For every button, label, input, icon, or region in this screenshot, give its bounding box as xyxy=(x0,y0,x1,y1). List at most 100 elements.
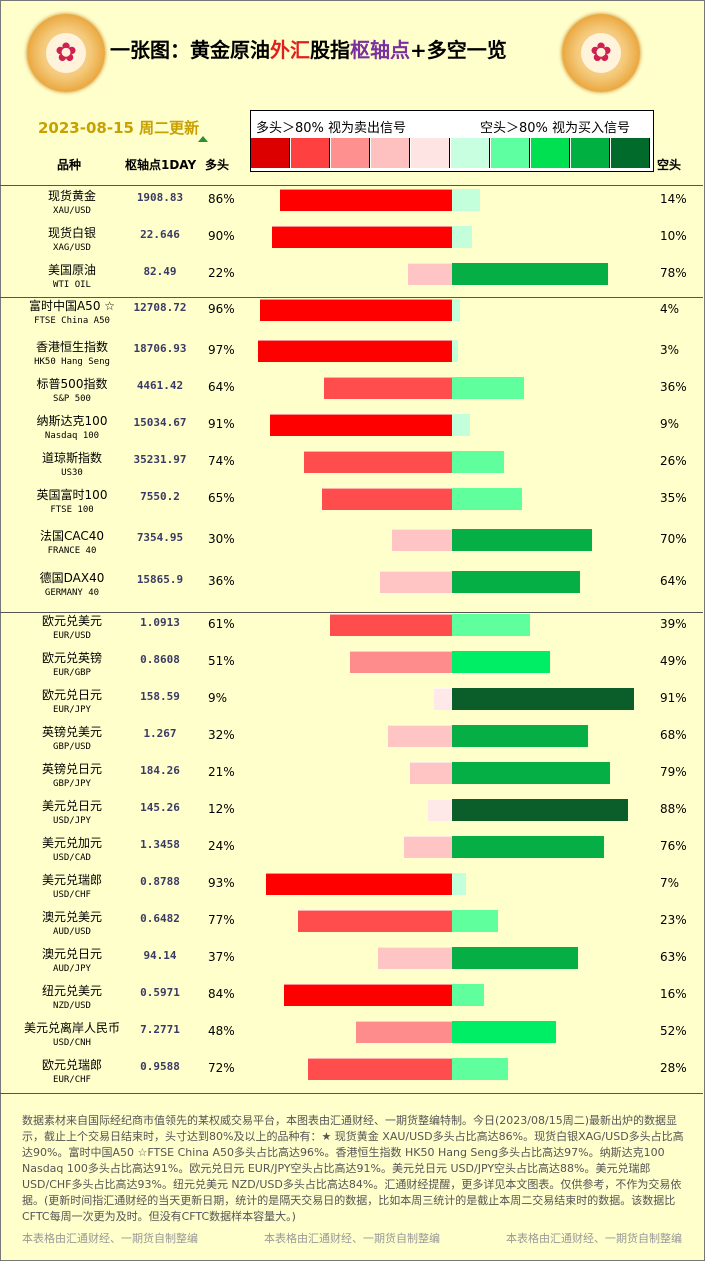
legend-swatch xyxy=(291,138,330,168)
row-name-text: 美元兑日元 xyxy=(41,799,102,813)
legend-swatch xyxy=(491,138,530,168)
separator xyxy=(0,1093,703,1094)
row-long-pct: 90% xyxy=(208,229,235,243)
legend-swatch xyxy=(411,138,450,168)
row-short-pct: 70% xyxy=(660,532,687,546)
row-long-pct: 91% xyxy=(208,417,235,431)
row-short-pct: 26% xyxy=(660,454,687,468)
row-name-text: 纳斯达克100 xyxy=(36,414,108,428)
legend-swatch xyxy=(251,138,290,168)
short-bar xyxy=(452,299,460,321)
title-part-2: 外汇 xyxy=(270,38,310,62)
row-short-pct: 91% xyxy=(660,691,687,705)
row-short-pct: 28% xyxy=(660,1061,687,1075)
row-code: US30 xyxy=(61,468,83,478)
logo-left: ✿ xyxy=(27,14,105,92)
row-short-pct: 7% xyxy=(660,876,680,890)
row-long-pct: 37% xyxy=(208,950,235,964)
separator xyxy=(0,297,703,298)
row-code: AUD/JPY xyxy=(53,964,91,974)
row-long-pct: 36% xyxy=(208,574,235,588)
row-name: 道琼斯指数 US30 xyxy=(22,451,122,481)
long-bar xyxy=(428,799,452,821)
logo-right: ✿ xyxy=(562,14,640,92)
row-long-pct: 21% xyxy=(208,765,235,779)
row-long-pct: 96% xyxy=(208,302,235,316)
short-bar xyxy=(452,529,592,551)
short-bar xyxy=(452,836,604,858)
row-code: HK50 Hang Seng xyxy=(34,357,110,367)
row-code: FTSE 100 xyxy=(50,505,94,515)
row-name-text: 美国原油 xyxy=(47,263,96,277)
short-bar xyxy=(452,873,466,895)
long-bar xyxy=(258,340,452,362)
row-pivot: 7.2771 xyxy=(140,1023,180,1036)
legend-swatch xyxy=(531,138,570,168)
short-bar xyxy=(452,263,608,285)
short-bar xyxy=(452,910,498,932)
row-name-text: 澳元兑日元 xyxy=(41,947,102,961)
row-pivot: 1.267 xyxy=(143,727,177,740)
row-code: USD/JPY xyxy=(53,816,91,826)
row-name-text: 欧元兑英镑 xyxy=(41,651,102,665)
short-bar xyxy=(452,688,634,710)
long-bar xyxy=(324,377,452,399)
row-long-pct: 84% xyxy=(208,987,235,1001)
long-bar xyxy=(322,488,452,510)
row-name: 欧元兑瑞郎 EUR/CHF xyxy=(22,1058,122,1088)
row-pivot: 184.26 xyxy=(140,764,180,777)
title-part-5: +多空一览 xyxy=(410,38,507,62)
update-date: 2023-08-15 周二更新 xyxy=(38,119,200,137)
row-code: XAG/USD xyxy=(53,243,91,253)
row-short-pct: 76% xyxy=(660,839,687,853)
row-name-text: 美元兑加元 xyxy=(41,836,102,850)
col-header-product: 品种 xyxy=(57,158,82,172)
row-name: 富时中国A50 ☆ FTSE China A50 xyxy=(22,299,122,329)
short-bar xyxy=(452,414,470,436)
row-pivot: 18706.93 xyxy=(133,342,187,355)
separator xyxy=(0,185,703,186)
short-bar xyxy=(452,614,530,636)
long-bar xyxy=(330,614,452,636)
row-long-pct: 77% xyxy=(208,913,235,927)
row-pivot: 15034.67 xyxy=(133,416,187,429)
row-name-text: 欧元兑日元 xyxy=(41,688,102,702)
row-name: 欧元兑英镑 EUR/GBP xyxy=(22,651,122,681)
row-name: 法国CAC40 FRANCE 40 xyxy=(22,529,122,559)
row-short-pct: 10% xyxy=(660,229,687,243)
row-long-pct: 65% xyxy=(208,491,235,505)
long-bar xyxy=(272,226,452,248)
row-code: USD/CNH xyxy=(53,1038,91,1048)
long-bar xyxy=(404,836,452,858)
row-pivot: 22.646 xyxy=(140,228,180,241)
row-name: 欧元兑日元 EUR/JPY xyxy=(22,688,122,718)
row-long-pct: 72% xyxy=(208,1061,235,1075)
row-name-text: 道琼斯指数 xyxy=(41,451,102,465)
row-code: WTI OIL xyxy=(53,280,91,290)
row-name-text: 香港恒生指数 xyxy=(35,340,108,354)
row-long-pct: 32% xyxy=(208,728,235,742)
row-code: USD/CAD xyxy=(53,853,91,863)
row-name: 纳斯达克100 Nasdaq 100 xyxy=(22,414,122,444)
row-short-pct: 23% xyxy=(660,913,687,927)
row-pivot: 4461.42 xyxy=(136,379,184,392)
row-long-pct: 22% xyxy=(208,266,235,280)
separator xyxy=(0,612,703,613)
row-pivot: 0.8608 xyxy=(140,653,180,666)
col-header-long: 多头 xyxy=(205,158,230,172)
row-name: 美元兑日元 USD/JPY xyxy=(22,799,122,829)
long-bar xyxy=(356,1021,452,1043)
row-short-pct: 36% xyxy=(660,380,687,394)
short-bar xyxy=(452,451,504,473)
row-name: 现货白银 XAG/USD xyxy=(22,226,122,256)
row-name: 纽元兑美元 NZD/USD xyxy=(22,984,122,1014)
row-short-pct: 68% xyxy=(660,728,687,742)
row-long-pct: 74% xyxy=(208,454,235,468)
legend-swatch xyxy=(611,138,650,168)
legend-short-signal: 空头＞80% 视为买入信号 xyxy=(480,121,631,136)
row-short-pct: 79% xyxy=(660,765,687,779)
row-code: S&P 500 xyxy=(53,394,91,404)
row-code: FRANCE 40 xyxy=(47,546,97,556)
long-bar xyxy=(392,529,452,551)
row-name: 德国DAX40 GERMANY 40 xyxy=(22,571,122,601)
